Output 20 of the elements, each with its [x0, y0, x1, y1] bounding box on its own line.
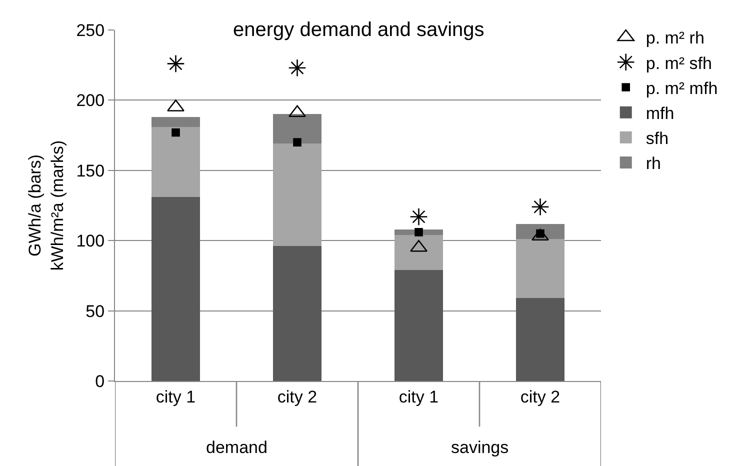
x-tick-label: city 1	[398, 387, 439, 406]
legend-label: p. m² sfh	[646, 54, 712, 73]
y-axis-title: GWh/a (bars) kWh/m²a (marks)	[26, 140, 67, 271]
legend-label: p. m² rh	[646, 28, 704, 48]
legend-label: p. m² mfh	[646, 78, 718, 98]
legend-label: rh	[646, 154, 661, 174]
chart-title: energy demand and savings	[233, 19, 484, 41]
y-tick-label: 50	[86, 302, 105, 321]
legend-label: mfh	[646, 104, 674, 123]
x-tick-label: city 1	[156, 387, 196, 406]
text: savings	[451, 438, 509, 457]
x-tick-label: city 2	[277, 387, 318, 406]
y-tick-label: 0	[95, 372, 105, 391]
y-tick-label: 150	[76, 161, 105, 180]
y-tick-label: 100	[76, 232, 105, 251]
y-tick-label: 250	[76, 20, 105, 40]
text: demand	[206, 438, 268, 457]
y-tick-label: 200	[76, 91, 105, 110]
x-tick-label: city 2	[520, 387, 560, 406]
legend-label: sfh	[646, 129, 669, 148]
